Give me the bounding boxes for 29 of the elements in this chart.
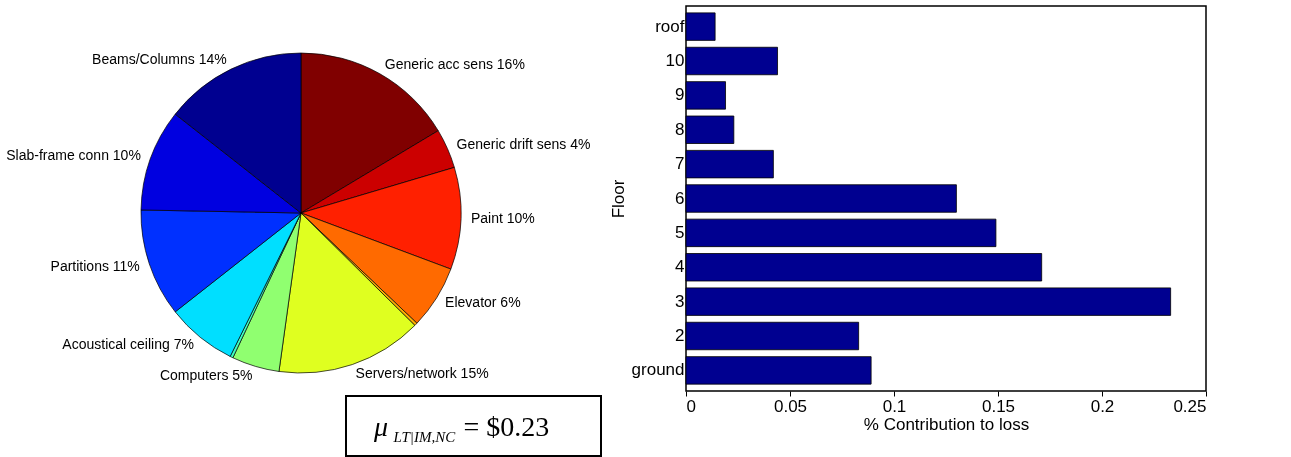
slice-label: Acoustical ceiling 7% <box>62 336 194 352</box>
y-tick-label: ground <box>631 360 685 380</box>
y-tick-label: 3 <box>675 291 685 311</box>
slice-label: Paint 10% <box>470 209 535 226</box>
slice-label: Slab-frame conn 10% <box>6 146 141 163</box>
y-tick-label: 5 <box>675 222 685 242</box>
x-tick-label: 0.05 <box>773 396 808 416</box>
slice-label: Elevator 6% <box>445 294 521 311</box>
x-tick-label: 0.25 <box>1173 396 1207 416</box>
y-axis-title: Floor <box>608 179 628 219</box>
slice-label: Computers 5% <box>159 366 253 383</box>
slice-label: Generic drift sens 4% <box>456 135 591 152</box>
x-axis-title: % Contribution to loss <box>863 414 1030 434</box>
x-tick-label: 0.1 <box>882 396 907 416</box>
y-tick-label: roof <box>655 16 685 36</box>
x-tick-label: 0.2 <box>1090 396 1115 416</box>
y-tick-label: 6 <box>675 188 685 208</box>
x-tick-label: 0 <box>686 396 696 416</box>
slice-label: Servers/network 15% <box>355 365 489 382</box>
x-tick-label: 0.15 <box>981 396 1016 416</box>
y-tick-label: 8 <box>675 119 685 139</box>
slice-label: Beams/Columns 14% <box>92 51 227 68</box>
y-tick-label: 4 <box>675 257 685 277</box>
slice-label: Generic acc sens 16% <box>384 56 525 73</box>
y-tick-label: 10 <box>665 51 685 70</box>
y-tick-label: 7 <box>675 154 685 174</box>
slice-label: Partitions 11% <box>50 258 140 275</box>
y-tick-label: 2 <box>675 326 685 345</box>
y-tick-label: 9 <box>675 85 685 105</box>
